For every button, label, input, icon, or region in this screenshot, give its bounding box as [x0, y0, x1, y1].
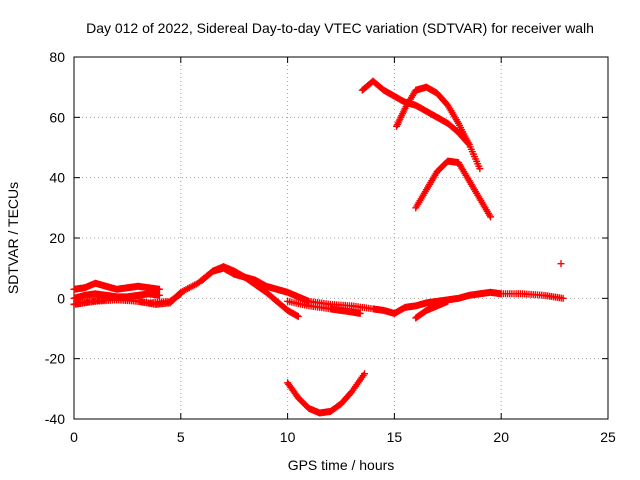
grid	[74, 57, 608, 419]
data-point	[559, 294, 567, 302]
y-tick-label: -20	[45, 351, 65, 367]
x-tick-label: 10	[280, 429, 296, 445]
data-point	[487, 213, 495, 221]
data-series	[557, 260, 565, 268]
data-point	[476, 165, 484, 173]
data-series	[412, 157, 495, 221]
x-tick-label: 15	[387, 429, 403, 445]
x-tick-label: 25	[600, 429, 616, 445]
x-tick-label: 5	[177, 429, 185, 445]
axes: 0 5 10 15 20 25 -40 -20 0 20 40 60 80	[45, 49, 616, 445]
data-series	[393, 83, 484, 173]
data-points	[70, 77, 567, 417]
data-series	[284, 370, 368, 417]
y-tick-label: 40	[49, 170, 65, 186]
data-series	[358, 77, 473, 148]
x-tick-label: 0	[70, 429, 78, 445]
y-tick-label: 80	[49, 49, 65, 65]
data-point	[557, 260, 565, 268]
y-axis-label: SDTVAR / TECUs	[5, 182, 21, 294]
data-point	[356, 309, 364, 317]
y-tick-label: -40	[45, 411, 65, 427]
y-tick-label: 0	[57, 290, 65, 306]
y-tick-label: 20	[49, 230, 65, 246]
y-tick-label: 60	[49, 109, 65, 125]
data-point	[444, 297, 452, 305]
chart-title: Day 012 of 2022, Sidereal Day-to-day VTE…	[86, 20, 594, 36]
data-point	[360, 370, 368, 378]
data-series	[198, 264, 302, 320]
data-point	[294, 312, 302, 320]
data-point	[155, 291, 163, 299]
data-series	[412, 297, 452, 322]
data-series	[284, 297, 364, 317]
data-point	[155, 285, 163, 293]
data-series	[70, 279, 163, 293]
x-tick-label: 20	[493, 429, 509, 445]
x-axis-label: GPS time / hours	[288, 457, 395, 473]
